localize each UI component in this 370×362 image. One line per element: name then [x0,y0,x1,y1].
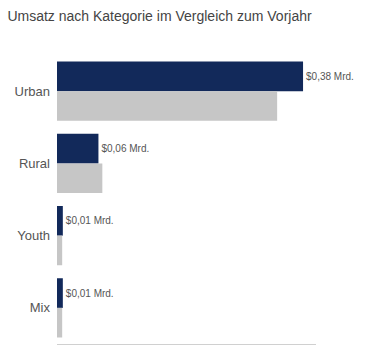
svg-text:$0,06 Mrd.: $0,06 Mrd. [101,143,149,154]
svg-text:Youth: Youth [17,228,50,243]
svg-text:Urban: Urban [15,84,50,99]
svg-text:Umsatz nach Kategorie im Vergl: Umsatz nach Kategorie im Vergleich zum V… [7,8,312,24]
svg-text:$0,38 Mrd.: $0,38 Mrd. [306,71,354,82]
svg-text:$0,01 Mrd.: $0,01 Mrd. [66,288,114,299]
svg-text:$0,01 Mrd.: $0,01 Mrd. [66,215,114,226]
svg-text:Mix: Mix [30,300,51,315]
svg-text:Rural: Rural [19,156,50,171]
